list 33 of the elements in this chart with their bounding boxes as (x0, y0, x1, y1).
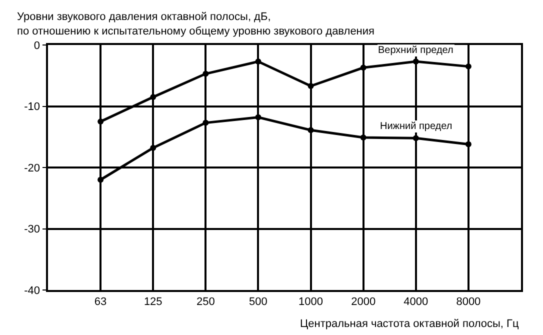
x-tick-label: 2000 (351, 296, 376, 308)
y-tick-label: 0 (34, 40, 40, 52)
y-tick-label: -20 (24, 162, 40, 174)
point (98, 118, 104, 125)
x-tick-label: 125 (144, 296, 162, 308)
point (360, 64, 366, 71)
series-label: Верхний предел (378, 45, 454, 56)
point (465, 141, 472, 148)
point (308, 127, 314, 134)
x-tick-label: 500 (249, 296, 268, 308)
x-tick-label: 4000 (404, 296, 428, 308)
point (150, 144, 156, 151)
point (255, 58, 262, 65)
point (150, 94, 156, 100)
series-label: Нижний предел (380, 121, 452, 132)
x-axis-title: Центральная частота октавной полосы, Гц (300, 318, 520, 330)
y-axis-title: Уровни звукового давления октавной полосы, дБ, по отношению к испытательному общему уровню звукового давления (17, 11, 375, 38)
point (465, 63, 472, 70)
y-tick-label: -10 (24, 101, 40, 114)
x-tick-label: 250 (196, 296, 215, 308)
point (308, 83, 314, 90)
point (202, 120, 209, 126)
point (412, 58, 419, 65)
point (412, 135, 419, 142)
point (202, 70, 209, 77)
x-tick-label: 1000 (298, 296, 324, 308)
point (255, 114, 262, 120)
y-tick-label: -40 (24, 284, 40, 297)
y-tick-label: -30 (24, 224, 40, 236)
x-tick-label: 8000 (456, 296, 481, 308)
x-tick-label: 63 (94, 296, 107, 308)
point (98, 176, 104, 183)
point (360, 134, 366, 140)
